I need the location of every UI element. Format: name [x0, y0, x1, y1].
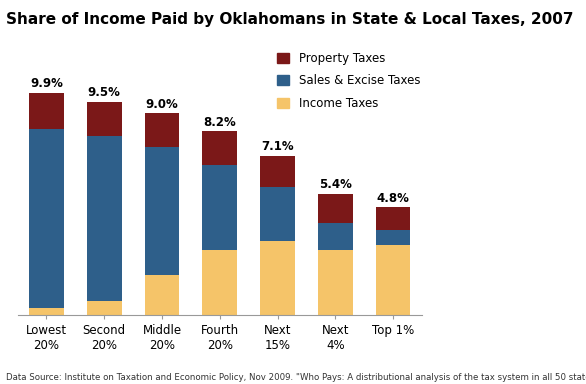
Bar — [145, 275, 179, 315]
Bar — [87, 136, 121, 301]
Text: 9.5%: 9.5% — [88, 86, 121, 99]
Bar — [376, 245, 410, 315]
Text: 7.1%: 7.1% — [261, 140, 294, 153]
Bar — [87, 301, 121, 315]
Bar — [376, 230, 410, 245]
Text: Data Source: Institute on Taxation and Economic Policy, Nov 2009. "Who Pays: A d: Data Source: Institute on Taxation and E… — [6, 373, 586, 382]
Text: 5.4%: 5.4% — [319, 178, 352, 191]
Bar — [318, 223, 353, 250]
Text: 9.9%: 9.9% — [30, 78, 63, 91]
Text: 9.0%: 9.0% — [145, 98, 178, 111]
Bar — [29, 129, 64, 308]
Bar — [202, 131, 237, 165]
Bar — [29, 308, 64, 315]
Bar — [29, 93, 64, 129]
Bar — [318, 250, 353, 315]
Bar — [376, 207, 410, 230]
Text: 4.8%: 4.8% — [377, 192, 410, 205]
Text: 8.2%: 8.2% — [203, 116, 236, 129]
Bar — [260, 156, 295, 187]
Bar — [145, 113, 179, 147]
Bar — [260, 187, 295, 241]
Text: Share of Income Paid by Oklahomans in State & Local Taxes, 2007: Share of Income Paid by Oklahomans in St… — [6, 12, 573, 26]
Bar — [87, 102, 121, 136]
Bar — [318, 194, 353, 223]
Legend: Property Taxes, Sales & Excise Taxes, Income Taxes: Property Taxes, Sales & Excise Taxes, In… — [277, 52, 420, 110]
Bar — [260, 241, 295, 315]
Bar — [202, 250, 237, 315]
Bar — [145, 147, 179, 275]
Bar — [202, 165, 237, 250]
